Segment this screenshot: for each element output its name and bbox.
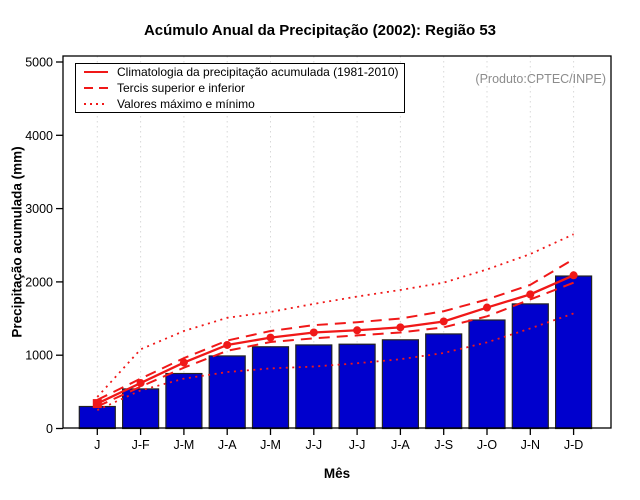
legend-item-climatology: Climatologia da precipitação acumulada (… <box>76 65 404 79</box>
x-tick-label: J <box>94 438 100 452</box>
x-tick-label: J-M <box>173 438 194 452</box>
x-tick-label: J-M <box>260 438 281 452</box>
product-annotation: (Produto:CPTEC/INPE) <box>475 72 606 86</box>
bar <box>338 343 376 430</box>
climatology-marker <box>266 333 275 342</box>
climatology-marker <box>92 399 102 409</box>
climatology-marker <box>396 323 405 332</box>
legend-label: Tercis superior e inferior <box>117 81 246 95</box>
x-tick-label: J-O <box>477 438 497 452</box>
climatology-marker <box>223 340 232 349</box>
climatology-line <box>96 274 575 405</box>
x-tick-label: J-J <box>349 438 366 452</box>
bar <box>251 346 290 430</box>
bar <box>425 333 463 430</box>
y-tick-label: 2000 <box>25 275 53 289</box>
climatology-marker <box>179 358 188 367</box>
y-tick-label: 0 <box>46 422 53 436</box>
dotted-line-icon <box>84 103 108 105</box>
plot-frame <box>62 55 612 429</box>
min-line <box>96 312 574 411</box>
bar <box>381 339 419 430</box>
bar <box>208 355 246 430</box>
x-tick-label: J-S <box>434 438 453 452</box>
x-tick-label: J-N <box>521 438 540 452</box>
legend-label: Valores máximo e mínimo <box>117 97 255 111</box>
legend: Climatologia da precipitação acumulada (… <box>75 63 405 113</box>
bar <box>554 275 593 430</box>
climatology-marker <box>569 271 578 280</box>
legend-item-max-min: Valores máximo e mínimo <box>76 97 404 111</box>
x-tick-label: J-J <box>305 438 322 452</box>
climatology-marker <box>309 328 318 337</box>
y-tick-label: 4000 <box>25 129 53 143</box>
climatology-marker <box>353 326 362 335</box>
x-tick-label: J-F <box>132 438 150 452</box>
y-axis-title: Precipitação acumulada (mm) <box>9 146 25 338</box>
climatology-marker <box>439 317 448 326</box>
dashed-line-icon <box>84 87 108 89</box>
climatology-marker <box>136 379 145 388</box>
x-tick-label: J-D <box>564 438 583 452</box>
chart-title: Acúmulo Anual da Precipitação (2002): Re… <box>143 22 497 39</box>
legend-label: Climatologia da precipitação acumulada (… <box>117 65 399 79</box>
climatology-marker <box>526 290 535 299</box>
upper-tercile-line <box>96 258 575 401</box>
x-tick-label: J-A <box>391 438 410 452</box>
bar <box>121 388 160 430</box>
y-tick-label: 5000 <box>25 56 53 70</box>
x-tick-label: J-A <box>218 438 237 452</box>
x-axis-title: Mês <box>323 466 351 481</box>
y-tick-label: 1000 <box>25 349 53 363</box>
legend-item-terciles: Tercis superior e inferior <box>76 81 404 95</box>
y-tick-label: 3000 <box>25 202 53 216</box>
bar <box>295 344 333 430</box>
climatology-marker <box>483 303 491 312</box>
solid-line-icon <box>84 71 108 73</box>
bar <box>165 372 203 430</box>
bar <box>511 303 549 430</box>
bar <box>468 319 506 430</box>
